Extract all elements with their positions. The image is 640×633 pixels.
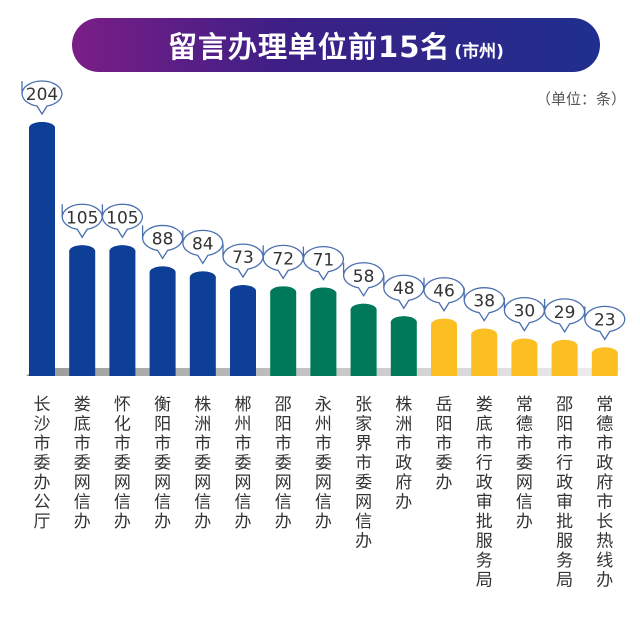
bar-11 [471,328,498,376]
bar-6 [270,286,297,376]
value-label-12: 30 [514,302,536,322]
bar-4 [189,271,216,376]
value-label-3: 88 [152,229,174,249]
bar-cap-5 [230,285,256,298]
category-label-9: 株洲市政府办 [395,395,412,513]
value-label-8: 58 [353,267,375,287]
unit-note: （单位：条） [535,90,626,108]
value-bubble-13 [543,298,586,334]
value-bubble-5 [222,243,264,279]
bar-cap-9 [390,316,417,329]
value-bubble-7 [302,246,345,281]
value-bubble-12 [503,297,546,332]
bar-7 [310,287,337,376]
bar-cap-6 [270,286,297,299]
category-label-14: 常德市政府市长热线办 [596,395,613,591]
value-label-9: 48 [393,279,415,299]
value-bubble-6 [262,244,304,280]
value-label-6: 72 [272,249,294,269]
title-banner: 留言办理单位前15名 (市州) [72,18,600,72]
bar-cap-14 [591,347,618,360]
value-label-4: 84 [192,234,214,254]
category-label-10: 岳阳市委办 [436,395,453,493]
bar-0 [29,122,55,376]
category-label-11: 娄底市行政审批服务局 [476,395,493,591]
category-label-6: 邵阳市委网信办 [275,395,292,532]
bar-10 [431,318,457,376]
bar-cap-11 [471,328,498,341]
value-label-2: 105 [106,208,138,228]
category-label-4: 株洲市委网信办 [194,395,211,532]
bar-9 [390,316,417,376]
bar-cap-7 [310,287,337,300]
value-label-0: 204 [26,85,58,105]
category-label-7: 永州市委网信办 [315,395,332,532]
bar-2 [109,245,136,376]
value-label-5: 73 [232,248,254,268]
bar-cap-0 [29,122,55,134]
value-bubble-9 [383,274,425,310]
bar-cap-4 [189,271,216,284]
chart-title: 留言办理单位前15名 [168,30,451,64]
value-bubble-1 [61,203,103,239]
value-label-14: 23 [594,310,616,330]
bar-1 [69,245,96,376]
value-bubble-14 [584,305,626,341]
value-label-11: 38 [473,292,495,312]
category-label-12: 常德市委网信办 [516,395,533,532]
bar-cap-12 [511,338,538,351]
value-bubble-2 [101,203,144,239]
bar-5 [230,285,256,376]
category-label-8: 张家界市委网信办 [355,395,372,552]
bar-cap-1 [69,245,96,258]
value-bubble-0 [21,80,63,116]
value-label-1: 105 [66,208,98,228]
value-bubble-3 [141,224,184,260]
value-bubble-4 [182,229,224,265]
value-bubble-10 [423,277,465,312]
category-label-5: 郴州市委网信办 [235,395,252,532]
value-bubble-11 [463,287,505,322]
bar-cap-10 [431,318,457,331]
category-label-0: 长沙市委办公厅 [34,395,51,532]
bar-3 [149,266,176,376]
bar-cap-2 [109,245,136,258]
value-label-13: 29 [554,303,576,323]
bar-cap-3 [149,266,176,279]
category-label-13: 邵阳市行政审批服务局 [556,395,573,591]
value-label-7: 71 [313,251,335,271]
category-label-3: 衡阳市委网信办 [154,395,171,532]
bar-8 [350,303,377,376]
category-label-1: 娄底市委网信办 [74,395,91,532]
chart-subtitle: (市州) [454,41,504,62]
value-bubble-8 [342,262,385,298]
value-label-10: 46 [433,282,455,302]
bar-cap-13 [551,339,578,352]
bar-cap-8 [350,303,377,316]
category-label-2: 怀化市委网信办 [114,395,131,532]
